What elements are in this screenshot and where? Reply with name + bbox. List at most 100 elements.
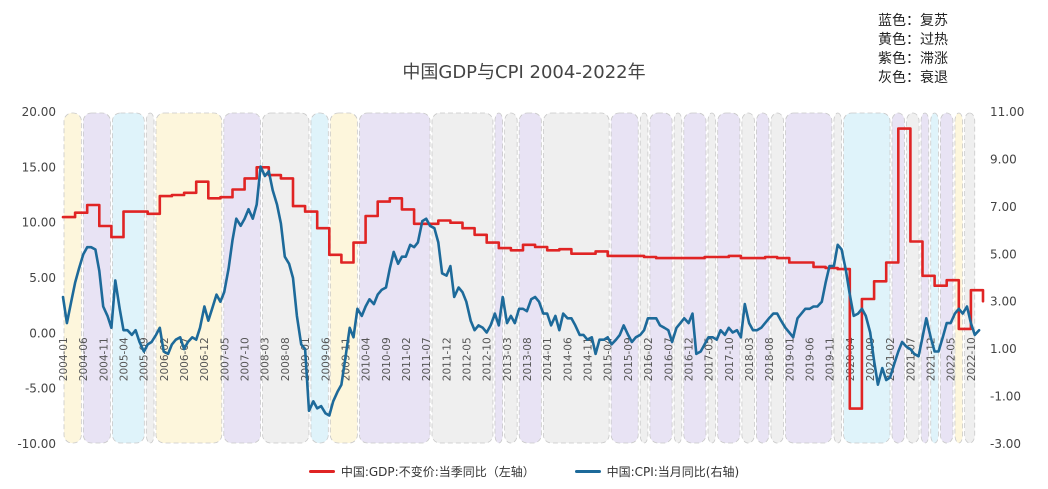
x-tick-label: 2012-10 (482, 337, 494, 381)
right-tick-label: 3.00 (990, 295, 1017, 309)
x-tick-label: 2015-09 (623, 337, 635, 381)
x-tick-label: 2004-06 (78, 337, 90, 381)
left-tick-label: 5.00 (29, 271, 56, 285)
x-tick-label: 2004-01 (58, 337, 70, 381)
x-tick-label: 2022-10 (966, 337, 978, 381)
regime-band-recession (770, 112, 784, 444)
x-tick-label: 2021-02 (885, 337, 897, 381)
x-tick-label: 2011-02 (401, 337, 413, 381)
regime-band-overheat (155, 112, 223, 444)
right-tick-label: -3.00 (990, 437, 1021, 451)
regime-band-overheat (329, 112, 358, 444)
right-tick-label: -1.00 (990, 390, 1021, 404)
legend-cpi-swatch (574, 470, 601, 473)
regime-band-stagflation (940, 112, 954, 444)
regime-band-stagflation (920, 112, 930, 444)
x-tick-label: 2014-11 (583, 337, 595, 381)
regime-note-recession: 灰色：衰退 (878, 70, 948, 86)
regime-band-recession (833, 112, 842, 444)
right-tick-label: 1.00 (990, 342, 1017, 356)
regime-band-stagflation (610, 112, 639, 444)
left-tick-label: -10.00 (17, 437, 56, 451)
regime-band-recession (639, 112, 649, 444)
x-tick-label: 2014-06 (562, 337, 574, 381)
chart-title: 中国GDP与CPI 2004-2022年 (402, 62, 646, 83)
series-legend: 中国:GDP:不变价:当季同比（左轴） 中国:CPI:当月同比(右轴) (0, 462, 1048, 480)
regime-band-stagflation (756, 112, 770, 444)
left-tick-label: 20.00 (22, 105, 56, 119)
regime-band-stagflation (494, 112, 504, 444)
regime-band-stagflation (683, 112, 707, 444)
x-tick-label: 2017-10 (724, 337, 736, 381)
x-tick-label: 2019-11 (825, 337, 837, 381)
x-tick-label: 2019-06 (804, 337, 816, 381)
x-tick-label: 2014-01 (542, 337, 554, 381)
x-tick-label: 2016-12 (683, 337, 695, 381)
regime-note-stagflation: 紫色：滞涨 (878, 51, 948, 67)
regime-band-stagflation (785, 112, 833, 444)
regime-band-stagflation (223, 112, 261, 444)
legend-gdp-label: 中国:GDP:不变价:当季同比（左轴） (340, 465, 535, 479)
regime-band-recession (673, 112, 683, 444)
regime-band-overheat (954, 112, 964, 444)
regime-band-stagflation (649, 112, 673, 444)
regime-band-recession (707, 112, 717, 444)
x-tick-label: 2017-05 (704, 337, 716, 381)
x-tick-label: 2015-04 (603, 337, 615, 381)
regime-band-recession (542, 112, 610, 444)
right-tick-label: 7.00 (990, 200, 1017, 214)
left-tick-label: 0.00 (29, 326, 56, 340)
regime-band-recession (906, 112, 920, 444)
x-tick-label: 2008-08 (280, 337, 292, 381)
regime-band-stagflation (717, 112, 741, 444)
x-tick-label: 2007-05 (219, 337, 231, 381)
regime-band-recession (145, 112, 155, 444)
right-tick-label: 11.00 (990, 105, 1024, 119)
x-tick-label: 2006-02 (159, 337, 171, 381)
cpi-series-line (61, 165, 981, 417)
x-tick-label: 2016-07 (663, 337, 675, 381)
x-tick-label: 2009-06 (320, 337, 332, 381)
gdp-series-line (61, 127, 985, 410)
regime-band-recovery (112, 112, 145, 444)
x-tick-label: 2012-05 (462, 337, 474, 381)
x-tick-label: 2018-08 (764, 337, 776, 381)
regime-note-recovery: 蓝色：复苏 (878, 13, 948, 29)
regime-band-recovery (310, 112, 329, 444)
left-tick-label: -5.00 (25, 382, 56, 396)
x-tick-label: 2011-12 (441, 337, 453, 381)
regime-band-recession (431, 112, 494, 444)
regime-band-recession (262, 112, 310, 444)
right-tick-label: 9.00 (990, 152, 1017, 166)
x-tick-label: 2021-07 (905, 337, 917, 381)
right-tick-label: 5.00 (990, 247, 1017, 261)
x-tick-label: 2007-10 (240, 337, 252, 381)
x-tick-label: 2010-04 (361, 337, 373, 381)
regime-band-stagflation (518, 112, 542, 444)
regime-band-recovery (843, 112, 891, 444)
x-tick-label: 2013-03 (502, 337, 514, 381)
x-tick-label: 2004-11 (98, 337, 110, 381)
x-tick-label: 2006-07 (179, 337, 191, 381)
legend-gdp[interactable]: 中国:GDP:不变价:当季同比（左轴） (308, 463, 535, 480)
x-tick-label: 2010-09 (381, 337, 393, 381)
legend-gdp-swatch (308, 470, 335, 473)
x-tick-label: 2018-03 (744, 337, 756, 381)
x-tick-label: 2019-01 (784, 337, 796, 381)
x-tick-label: 2013-08 (522, 337, 534, 381)
legend-cpi-label: 中国:CPI:当月同比(右轴) (606, 465, 740, 479)
x-tick-label: 2016-02 (643, 337, 655, 381)
regime-band-overheat (63, 112, 82, 444)
x-tick-label: 2006-12 (199, 337, 211, 381)
regime-band-recession (741, 112, 755, 444)
regime-note: 蓝色：复苏 黄色：过热 紫色：滞涨 灰色：衰退 (878, 12, 948, 88)
regime-band-recession (964, 112, 976, 444)
x-tick-label: 2022-05 (946, 337, 958, 381)
x-tick-label: 2008-03 (260, 337, 272, 381)
regime-band-stagflation (82, 112, 111, 444)
left-tick-label: 10.00 (22, 216, 56, 230)
x-tick-label: 2005-04 (119, 337, 131, 381)
legend-cpi[interactable]: 中国:CPI:当月同比(右轴) (574, 463, 740, 480)
x-tick-label: 2011-07 (421, 337, 433, 381)
